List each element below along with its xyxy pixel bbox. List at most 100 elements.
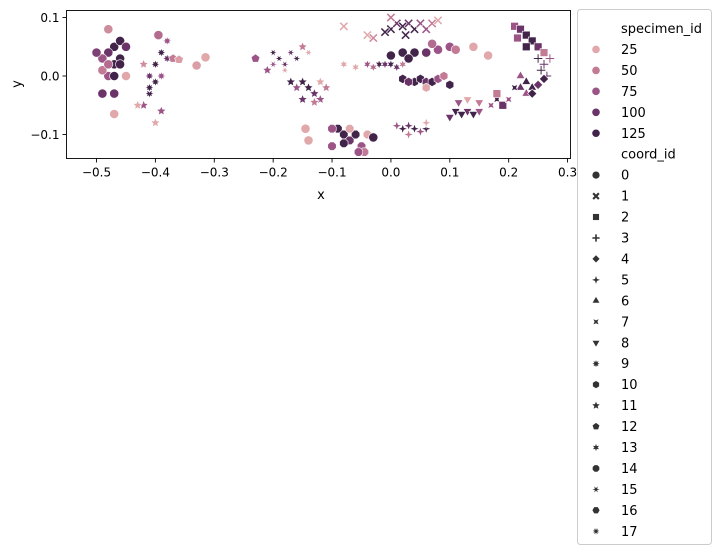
data-point-coord-x (397, 21, 408, 32)
legend-style-label: 17 (621, 525, 638, 540)
data-point-coord-square (498, 101, 508, 110)
legend-color-swatch (592, 129, 600, 138)
x-tick-label: −0.1 (317, 166, 346, 180)
legend-color-swatch (592, 45, 600, 54)
y-tick-label: 0.0 (40, 70, 59, 84)
data-point-coord-circle (97, 88, 108, 99)
legend-style-label: 1 (621, 190, 629, 205)
data-point-coord-star5 (320, 81, 332, 93)
data-point-coord-star5 (308, 96, 320, 108)
data-point-coord-plus (533, 53, 543, 64)
data-point-coord-star5 (308, 87, 320, 99)
data-point-coord-star4 (420, 116, 433, 129)
data-point-coord-diamond (533, 79, 544, 90)
legend-style-label: 3 (621, 232, 629, 247)
y-axis: −0.1 0.0 0.1 (30, 11, 67, 142)
data-point-coord-star5 (138, 58, 150, 70)
legend-color-swatch (592, 108, 600, 117)
data-point-coord-triangle-down (444, 114, 455, 123)
data-point-coord-octagon (327, 141, 337, 151)
data-point-coord-star-thin (286, 48, 296, 57)
data-point-coord-plus (545, 53, 555, 64)
data-point-coord-star-thin (268, 60, 278, 69)
data-point-coord-circle (385, 50, 396, 61)
data-point-coord-circle (483, 50, 494, 61)
legend-style-label: 12 (621, 420, 638, 435)
triangle-up-marker-icon (592, 296, 600, 303)
data-point-coord-star5 (155, 105, 167, 116)
data-point-coord-star4 (390, 119, 403, 132)
data-point-coord-plus (542, 71, 552, 81)
data-point-coord-x (379, 27, 391, 38)
data-point-coord-circle (121, 41, 131, 52)
data-point-coord-diamond (527, 88, 538, 99)
data-point-coord-square (522, 30, 531, 40)
data-point-coord-star (386, 58, 396, 70)
star4-marker-icon (592, 275, 600, 284)
data-point-coord-hexagon (404, 76, 413, 87)
x-axis: −0.5 −0.4 −0.3 −0.2 −0.1 0.0 0.1 0.2 0.3 (82, 158, 577, 180)
data-point-coord-star6 (504, 95, 513, 104)
data-point-coord-circle (121, 71, 131, 81)
circle-marker-icon (592, 171, 600, 179)
data-point-coord-star5 (297, 76, 309, 87)
legend-style-label: 13 (621, 441, 638, 456)
legend-hue-title: specimen_id (621, 22, 702, 37)
data-point-coord-pentagon (174, 54, 184, 64)
legend-style-label: 9 (621, 357, 629, 372)
data-point-coord-circle (397, 47, 408, 58)
legend-color-swatch (592, 66, 600, 75)
legend-style-title: coord_id (621, 148, 676, 163)
data-point-coord-plus (536, 65, 546, 76)
data-point-coord-x (385, 12, 396, 23)
data-point-coord-circle (103, 24, 114, 35)
data-point-coord-star4 (414, 125, 427, 138)
data-point-coord-square (513, 33, 522, 43)
data-point-coord-star8 (161, 35, 173, 47)
legend-style-label: 10 (621, 378, 638, 393)
x-tick-label: −0.3 (200, 166, 229, 180)
data-point-coord-circle (468, 41, 479, 52)
data-point-coord-star (392, 61, 402, 73)
x-tick-label: 0.3 (558, 166, 577, 180)
y-axis-label: y (10, 80, 25, 88)
data-point-coord-pentagon (250, 53, 261, 63)
star5-marker-icon (592, 401, 600, 409)
star-thin-marker-icon (592, 486, 600, 493)
y-tick-label: 0.1 (40, 11, 59, 25)
data-point-coord-triangle-up (515, 70, 526, 79)
data-point-coord-square (527, 36, 537, 46)
data-point-coord-star-thin (280, 66, 290, 75)
data-point-coord-circle (450, 44, 461, 55)
data-point-coord-triangle-up (515, 82, 526, 91)
data-point-coord-plus (539, 59, 549, 70)
data-point-coord-star5 (149, 116, 161, 128)
data-point-coord-star-thin (292, 54, 302, 63)
data-point-coord-circle (303, 135, 314, 146)
data-point-coord-square (492, 89, 502, 98)
legend-style-label: 5 (621, 273, 629, 288)
legend-style-label: 16 (621, 504, 638, 519)
data-point-coord-star5 (285, 76, 297, 87)
legend: specimen_id255075100125coord_id012345678… (577, 9, 712, 545)
star6-marker-icon (593, 319, 599, 325)
data-point-coord-x (432, 15, 444, 26)
data-point-coord-star5 (291, 81, 303, 93)
legend-color-swatch (592, 87, 600, 96)
legend-hue-label: 25 (621, 43, 638, 58)
data-point-coord-hexagon (439, 71, 449, 81)
data-point-coord-circle (300, 123, 311, 134)
data-point-coord-circle (409, 47, 420, 58)
legend-style-label: 14 (621, 462, 638, 477)
hexagon-marker-icon (592, 381, 600, 389)
data-point-coord-star-thin (303, 48, 314, 57)
data-point-coord-star5 (297, 40, 309, 52)
data-point-coord-octagon (327, 124, 337, 134)
plus-marker-icon (592, 234, 600, 242)
x-tick-label: −0.5 (82, 166, 111, 180)
legend-style-label: 2 (621, 211, 629, 226)
data-point-coord-star5 (132, 99, 144, 111)
hexagon-b-marker-icon (592, 507, 600, 514)
star-marker-icon (592, 443, 600, 452)
data-point-coord-x (338, 21, 349, 32)
